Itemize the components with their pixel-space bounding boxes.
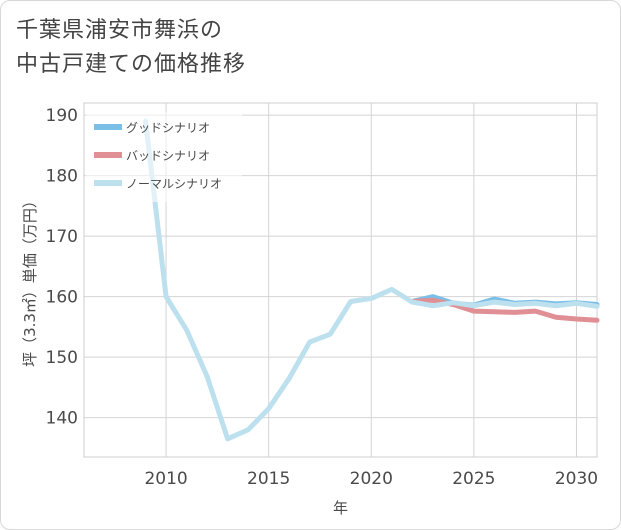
legend-label: グッドシナリオ xyxy=(126,121,210,135)
chart-title-line1: 千葉県浦安市舞浜の xyxy=(16,18,224,43)
x-tick-label: 2020 xyxy=(350,469,393,489)
x-tick-label: 2025 xyxy=(452,469,495,489)
y-axis-label: 坪（3.3㎡）単価（万円） xyxy=(21,193,39,367)
series-line-3 xyxy=(143,118,600,442)
legend-label: ノーマルシナリオ xyxy=(126,177,222,191)
chart-title: 千葉県浦安市舞浜の 中古戸建ての価格推移 xyxy=(16,14,246,82)
x-tick-label: 2015 xyxy=(247,469,290,489)
x-axis-label: 年 xyxy=(333,499,348,517)
series-lines xyxy=(143,118,600,442)
y-tick-label: 170 xyxy=(46,227,78,247)
y-tick-label: 150 xyxy=(46,348,78,368)
y-axis-ticks: 140 150 160 170 180 190 xyxy=(46,106,78,429)
x-axis-ticks: 2010 2015 2020 2025 2030 xyxy=(144,469,598,489)
legend-label: バッドシナリオ xyxy=(126,149,210,163)
x-tick-label: 2010 xyxy=(144,469,187,489)
y-tick-label: 140 xyxy=(46,409,78,429)
y-tick-label: 160 xyxy=(46,288,78,308)
plot-area xyxy=(83,102,598,458)
y-tick-label: 190 xyxy=(46,106,78,126)
y-tick-label: 180 xyxy=(46,167,78,187)
chart-title-line2: 中古戸建ての価格推移 xyxy=(16,52,247,77)
x-tick-label: 2030 xyxy=(555,469,598,489)
grid xyxy=(84,103,597,457)
